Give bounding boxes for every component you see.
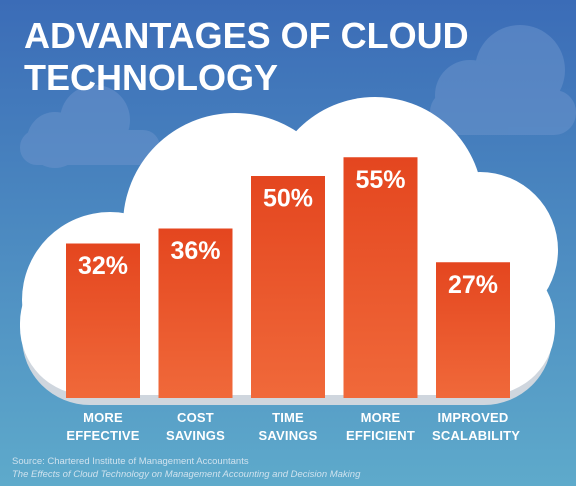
source: Source: Chartered Institute of Managemen… — [12, 456, 249, 467]
bar — [436, 262, 510, 398]
value-label: 32% — [78, 252, 128, 280]
category-label: TIME SAVINGS — [240, 409, 336, 445]
value-label: 55% — [355, 166, 405, 194]
bg-clouds — [20, 25, 576, 168]
bar — [343, 157, 418, 398]
bar — [158, 228, 233, 398]
value-label: 27% — [448, 271, 498, 299]
chart-title: ADVANTAGES OF CLOUD TECHNOLOGY — [24, 15, 469, 98]
category-text: COST SAVINGS — [166, 410, 225, 443]
category-label: COST SAVINGS — [148, 409, 244, 445]
value-label: 36% — [170, 237, 220, 265]
category-text: MORE EFFICIENT — [346, 410, 415, 443]
category-text: MORE EFFECTIVE — [66, 410, 140, 443]
value-label: 50% — [263, 185, 313, 213]
category-label: MORE EFFICIENT — [333, 409, 429, 445]
category-text: TIME SAVINGS — [258, 410, 318, 443]
category-label: IMPROVED SCALABILITY — [425, 409, 521, 445]
bar — [251, 176, 325, 398]
category-label: MORE EFFECTIVE — [55, 409, 151, 445]
source-title: The Effects of Cloud Technology on Manag… — [12, 469, 361, 480]
category-text: IMPROVED SCALABILITY — [432, 410, 521, 443]
bar — [66, 243, 140, 398]
